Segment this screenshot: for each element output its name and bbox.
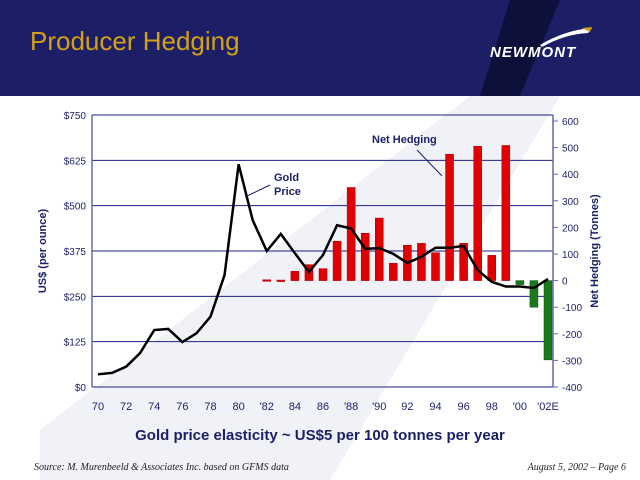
left-tick-label: $0	[75, 383, 87, 394]
hedging-bar-95	[445, 154, 454, 281]
source-note: Source: M. Murenbeeld & Associates Inc. …	[34, 462, 289, 473]
left-tick-label: $750	[64, 111, 87, 122]
net-hedging-annotation: Net Hedging	[372, 134, 437, 146]
right-tick-label: 200	[562, 223, 579, 234]
slide-title: Producer Hedging	[30, 26, 240, 56]
right-tick-label: 600	[562, 117, 579, 128]
left-tick-label: $500	[64, 202, 87, 213]
hedging-bar-82	[262, 279, 271, 282]
x-tick-label: 98	[486, 401, 498, 413]
right-tick-label: -400	[562, 383, 582, 394]
hedging-bar-89	[360, 233, 370, 281]
x-tick-label: '82	[260, 401, 274, 413]
x-tick-label: '00	[513, 401, 527, 413]
logo-graphic	[480, 0, 592, 96]
x-tick-label: 92	[401, 401, 413, 413]
gold-price-annotation: Gold	[274, 172, 299, 184]
x-tick-label: 70	[92, 401, 104, 413]
left-tick-label: $375	[64, 247, 87, 258]
x-tick-label: 74	[148, 401, 160, 413]
x-tick-label: 78	[204, 401, 216, 413]
hedging-bar-02E	[543, 280, 553, 361]
x-tick-label: 96	[458, 401, 470, 413]
hedging-bar-93	[417, 243, 426, 281]
hedging-bar-83	[276, 279, 286, 282]
x-tick-label: '88	[344, 401, 358, 413]
left-axis-title: US$ (per ounce)	[37, 208, 49, 293]
logo-swoosh-icon	[540, 28, 592, 47]
right-tick-label: 0	[562, 277, 568, 288]
right-axis-title: Net Hedging (Tonnes)	[589, 194, 601, 308]
right-tick-label: -200	[562, 330, 582, 341]
logo: NEWMONT	[490, 44, 577, 61]
hedging-bar-86	[318, 268, 328, 281]
x-tick-label: 76	[176, 401, 188, 413]
right-tick-label: -300	[562, 356, 582, 367]
hedging-bar-96	[459, 243, 468, 281]
right-tick-label: 500	[562, 144, 579, 155]
hedging-bar-94	[431, 252, 440, 281]
left-tick-label: $250	[64, 292, 87, 303]
x-tick-label: 94	[429, 401, 441, 413]
annotation-leader	[244, 184, 271, 198]
chart-caption: Gold price elasticity ~ US$5 per 100 ton…	[135, 427, 505, 444]
right-tick-label: 300	[562, 197, 579, 208]
hedging-bar-91	[389, 263, 398, 281]
right-tick-label: 100	[562, 250, 579, 261]
right-tick-label: -100	[562, 303, 582, 314]
gold-price-line	[97, 164, 549, 376]
x-tick-label: 84	[289, 401, 301, 413]
hedging-bar-84	[290, 271, 300, 281]
hedging-bar-01	[529, 280, 539, 308]
hedging-bar-99	[501, 145, 511, 281]
hedging-bar-97	[473, 146, 482, 281]
hedging-bar-98	[487, 255, 496, 281]
x-tick-label: '90	[372, 401, 386, 413]
x-tick-label: '02E	[537, 401, 559, 413]
annotation-leader	[416, 149, 443, 177]
gold-price-annotation: Price	[274, 186, 301, 198]
x-tick-label: 80	[233, 401, 245, 413]
hedging-bar-00	[515, 280, 525, 285]
x-tick-label: 86	[317, 401, 329, 413]
light-beam	[40, 96, 560, 480]
left-tick-label: $125	[64, 338, 87, 349]
right-tick-label: 400	[562, 170, 579, 181]
x-tick-label: 72	[120, 401, 132, 413]
page-info: August 5, 2002 – Page 6	[527, 462, 626, 473]
left-tick-label: $625	[64, 156, 87, 167]
hedging-bar-87	[332, 240, 342, 281]
